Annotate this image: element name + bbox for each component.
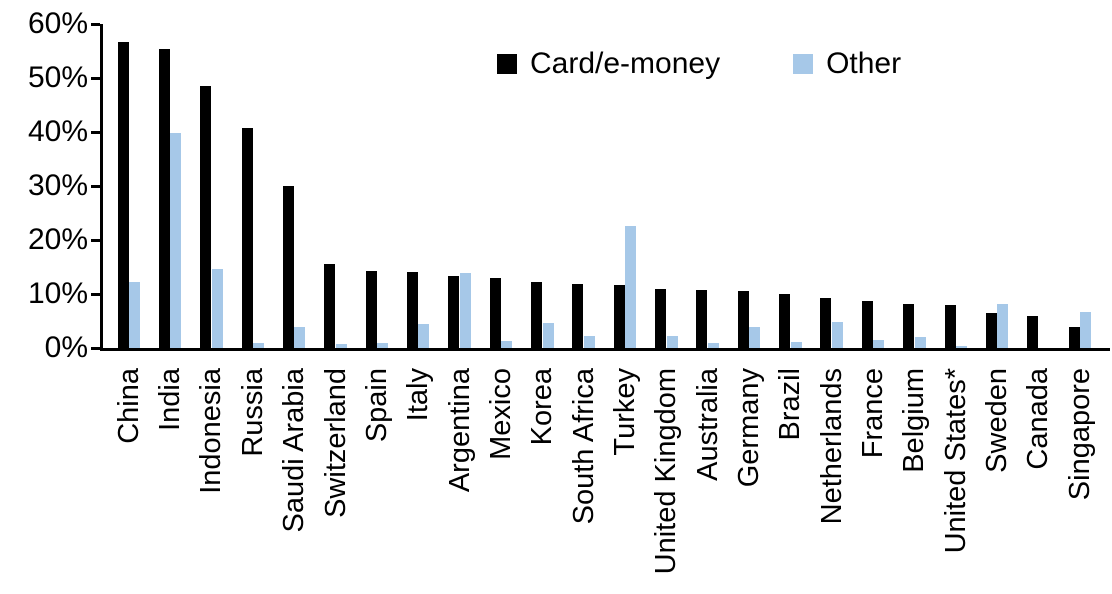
legend-label-other: Other xyxy=(826,47,902,80)
bar-other-china xyxy=(129,281,140,348)
x-label-brazil: Brazil xyxy=(774,368,807,441)
bar-card-e-money-switzerland xyxy=(324,263,336,348)
bar-card-e-money-singapore xyxy=(1068,326,1080,348)
x-label-canada: Canada xyxy=(1022,368,1055,470)
x-label-netherlands: Netherlands xyxy=(815,368,848,525)
legend-item-card-e-money: Card/e-money xyxy=(497,47,720,81)
y-tick-label: 40% xyxy=(27,115,88,148)
y-tick-label: 0% xyxy=(44,331,88,364)
x-label-south-africa: South Africa xyxy=(567,368,600,525)
bar-card-e-money-germany xyxy=(737,290,749,348)
bar-card-e-money-india xyxy=(158,48,170,348)
bar-other-korea xyxy=(542,323,554,348)
y-tick-label: 60% xyxy=(27,7,88,40)
x-label-indonesia: Indonesia xyxy=(195,368,228,494)
y-tick xyxy=(91,239,100,242)
x-axis-line xyxy=(100,348,1110,351)
y-tick-label: 20% xyxy=(27,223,88,256)
bar-other-france xyxy=(873,339,885,348)
bar-card-e-money-australia xyxy=(696,289,708,348)
bar-other-mexico xyxy=(501,340,513,348)
x-label-switzerland: Switzerland xyxy=(319,368,352,518)
y-tick xyxy=(91,185,100,188)
bar-other-turkey xyxy=(625,225,637,348)
bar-card-e-money-turkey xyxy=(613,285,625,348)
bar-other-brazil xyxy=(790,341,802,348)
bar-other-indonesia xyxy=(211,269,223,348)
bar-card-e-money-sweden xyxy=(985,313,997,348)
bar-other-russia xyxy=(253,343,265,348)
x-label-australia: Australia xyxy=(691,368,724,481)
x-label-italy: Italy xyxy=(402,368,435,422)
bar-card-e-money-korea xyxy=(531,281,542,348)
bar-card-e-money-france xyxy=(861,301,873,348)
y-tick xyxy=(91,347,100,350)
y-axis-line xyxy=(100,24,103,351)
bar-other-sweden xyxy=(997,304,1009,348)
y-tick xyxy=(91,23,100,26)
bar-other-united-kingdom xyxy=(666,335,678,348)
bar-card-e-money-spain xyxy=(365,271,377,348)
x-label-france: France xyxy=(857,368,890,459)
bar-card-e-money-brazil xyxy=(779,294,791,348)
legend: Card/e-money Other xyxy=(497,47,901,81)
bar-other-netherlands xyxy=(831,322,843,348)
x-label-spain: Spain xyxy=(360,368,393,443)
bar-other-argentina xyxy=(459,272,471,348)
bar-other-singapore xyxy=(1080,312,1092,348)
x-label-sweden: Sweden xyxy=(981,368,1014,473)
bar-other-saudi-arabia xyxy=(294,327,306,348)
x-label-singapore: Singapore xyxy=(1063,368,1096,501)
bar-card-e-money-netherlands xyxy=(820,297,832,348)
x-label-russia: Russia xyxy=(236,368,269,457)
bar-card-e-money-canada xyxy=(1027,316,1039,348)
legend-item-other: Other xyxy=(793,47,901,81)
x-label-china: China xyxy=(112,368,145,444)
x-label-argentina: Argentina xyxy=(443,368,476,493)
legend-swatch-other xyxy=(793,54,814,74)
x-label-united-kingdom: United Kingdom xyxy=(650,368,683,575)
x-label-germany: Germany xyxy=(733,368,765,488)
legend-swatch-card-e-money xyxy=(497,54,517,74)
y-tick xyxy=(91,293,100,296)
bar-other-india xyxy=(170,132,182,348)
bar-card-e-money-saudi-arabia xyxy=(282,186,294,348)
x-label-korea: Korea xyxy=(526,368,559,446)
y-tick-label: 30% xyxy=(27,169,88,202)
bar-other-belgium xyxy=(914,337,926,348)
y-tick-label: 10% xyxy=(27,277,88,310)
bar-card-e-money-south-africa xyxy=(572,284,584,348)
legend-label-card-e-money: Card/e-money xyxy=(530,47,721,80)
bar-card-e-money-italy xyxy=(406,271,418,348)
y-tick xyxy=(91,131,100,134)
y-tick xyxy=(91,77,100,80)
bar-other-italy xyxy=(418,323,430,348)
x-label-belgium: Belgium xyxy=(898,368,931,473)
x-label-turkey: Turkey xyxy=(608,368,641,456)
y-tick-label: 50% xyxy=(27,61,88,94)
bar-card-e-money-china xyxy=(117,42,129,348)
bar-other-switzerland xyxy=(335,344,347,348)
bar-other-south-africa xyxy=(583,335,595,348)
x-label-mexico: Mexico xyxy=(484,368,517,460)
bar-card-e-money-russia xyxy=(241,127,253,348)
x-label-united-states: United States* xyxy=(939,368,972,554)
bar-card-e-money-united-kingdom xyxy=(655,288,667,348)
bar-card-e-money-argentina xyxy=(448,275,460,348)
bar-card-e-money-united-states xyxy=(944,305,956,348)
x-label-saudi-arabia: Saudi Arabia xyxy=(278,368,311,533)
bar-other-germany xyxy=(749,326,761,348)
bar-other-spain xyxy=(377,342,389,348)
bar-other-united-states xyxy=(956,346,967,348)
bar-card-e-money-belgium xyxy=(903,303,915,348)
x-label-india: India xyxy=(154,368,187,431)
bar-other-australia xyxy=(707,343,719,348)
bar-card-e-money-indonesia xyxy=(200,86,212,348)
bar-card-e-money-mexico xyxy=(489,277,501,348)
